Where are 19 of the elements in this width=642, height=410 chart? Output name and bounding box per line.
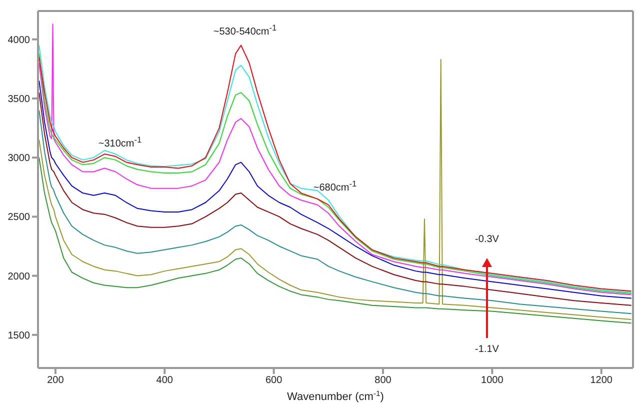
y-tick-label: 3500 [8,94,30,106]
y-tick-label: 2500 [8,212,30,224]
y-tick-label: 1500 [8,330,30,342]
line-series [38,157,632,324]
annotation: ~680cm$^{-1}$ [313,177,357,195]
x-axis-title: Wavenumber (cm$^{-1}$) [287,388,384,403]
x-tick-label: 1200 [590,375,613,386]
x-tick-label: 600 [265,375,283,386]
annotation: ~310cm$^{-1}$ [98,133,142,151]
annotation: -1.1V [475,344,499,356]
y-tick-label: 3000 [8,153,30,164]
x-tick-label: 400 [156,375,174,386]
y-tick-label: 4000 [8,34,30,46]
y-tick-label: 2000 [8,271,30,282]
annotation: -0.3V [475,234,499,246]
x-tick-label: 1000 [481,375,504,386]
x-tick-label: 200 [47,375,64,386]
annotation: ~530-540cm$^{-1}$ [213,21,277,39]
x-tick-label: 800 [374,375,392,386]
